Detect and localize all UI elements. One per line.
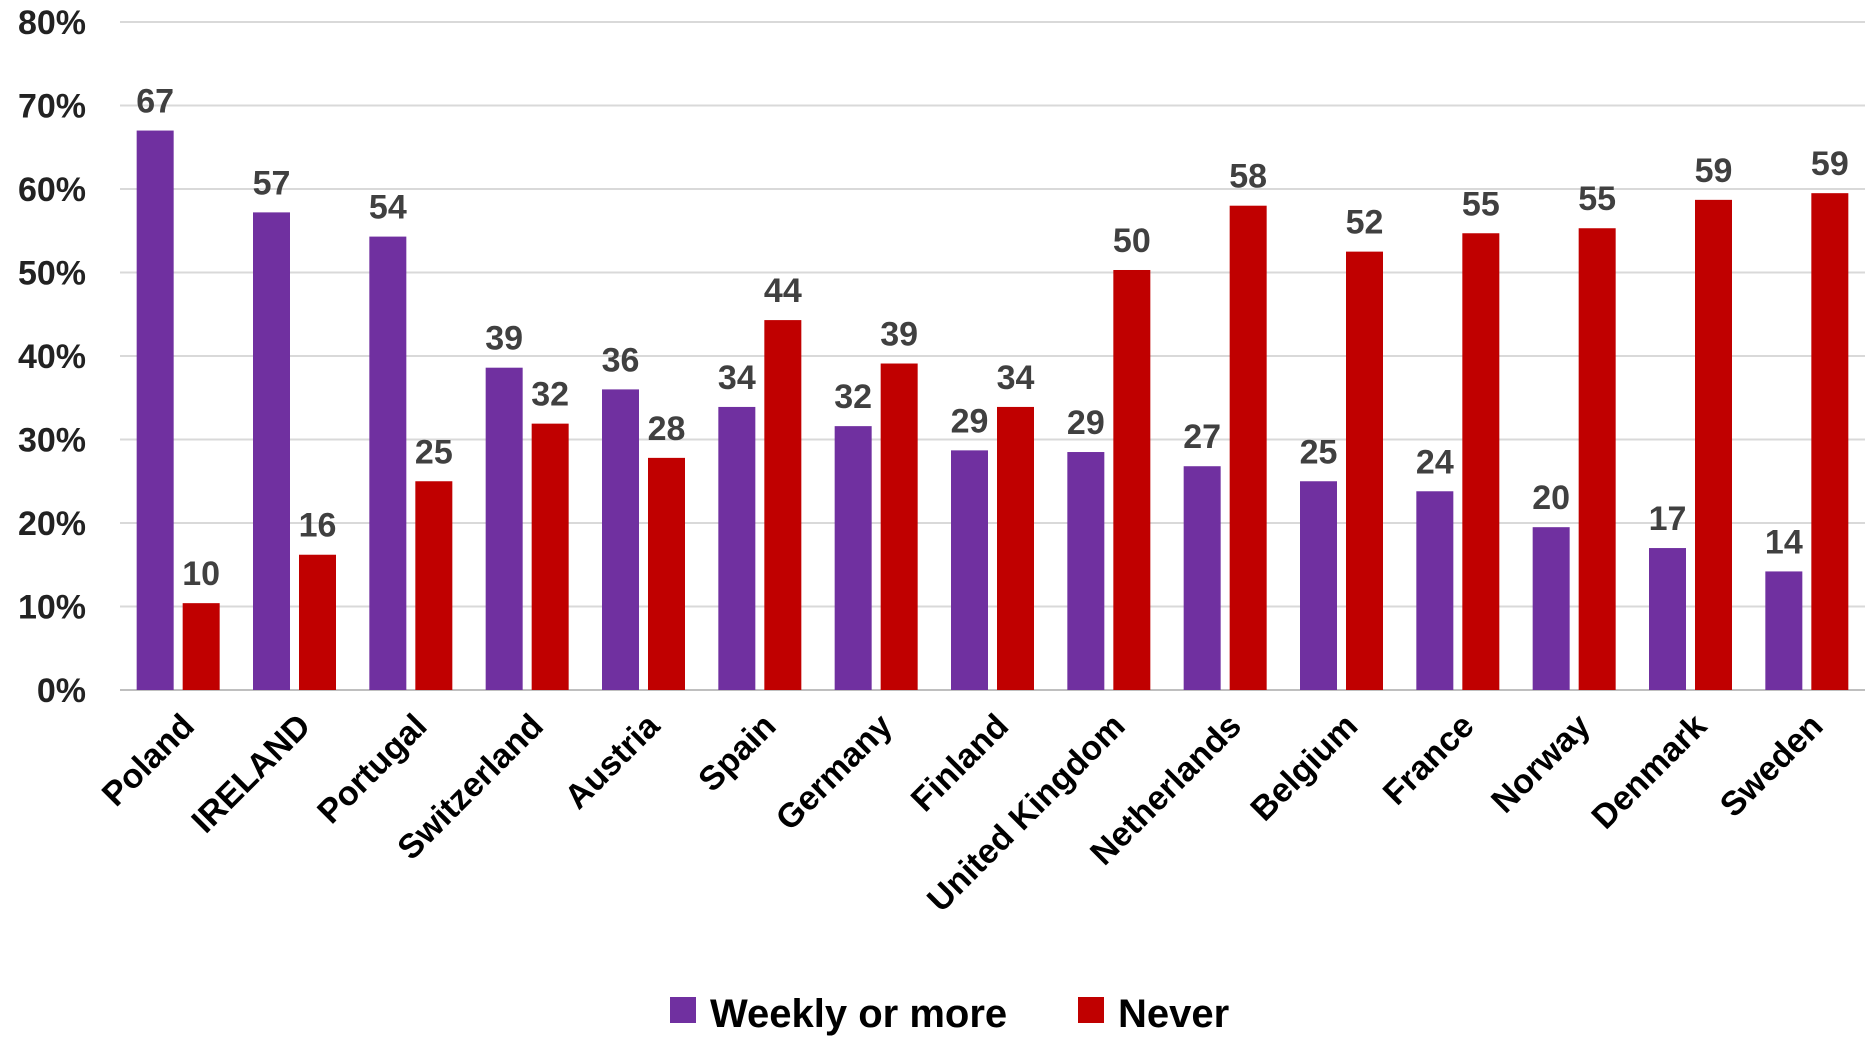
bar-weekly-or-more — [136, 130, 174, 691]
bar-never — [880, 363, 918, 690]
data-label: 25 — [1300, 433, 1338, 471]
bar-never — [1113, 269, 1151, 690]
legend-label-never: Never — [1118, 992, 1229, 1036]
bar-weekly-or-more — [1765, 571, 1803, 690]
data-label: 44 — [764, 272, 802, 310]
bar-never — [1346, 251, 1383, 690]
data-label: 24 — [1416, 443, 1454, 481]
data-label: 67 — [136, 83, 174, 121]
x-tick-label: Belgium — [1243, 707, 1365, 829]
data-label: 54 — [369, 189, 407, 227]
bars — [136, 130, 1849, 691]
bar-weekly-or-more — [834, 426, 872, 690]
bar-weekly-or-more — [1416, 491, 1454, 690]
data-label: 39 — [485, 320, 523, 358]
data-label: 20 — [1532, 479, 1570, 517]
data-label: 16 — [299, 507, 337, 545]
bar-never — [182, 603, 220, 690]
y-tick-label: 60% — [18, 171, 86, 209]
legend-swatch-never — [1078, 997, 1104, 1023]
bar-weekly-or-more — [485, 367, 523, 690]
x-tick-label: Finland — [904, 707, 1016, 819]
y-tick-label: 40% — [18, 338, 86, 376]
y-tick-label: 70% — [18, 88, 86, 126]
bar-never — [1695, 199, 1732, 691]
legend-label-weekly-or-more: Weekly or more — [710, 992, 1007, 1036]
bar-weekly-or-more — [253, 212, 290, 690]
bar-weekly-or-more — [951, 450, 988, 690]
bar-never — [1578, 228, 1616, 690]
bar-never — [764, 320, 802, 690]
bar-weekly-or-more — [1067, 452, 1105, 690]
x-tick-label: Austria — [557, 706, 667, 816]
data-label: 58 — [1229, 158, 1267, 196]
data-label: 52 — [1346, 204, 1384, 242]
bar-weekly-or-more — [1649, 548, 1686, 690]
data-label: 34 — [997, 359, 1035, 397]
bar-never — [1229, 205, 1267, 690]
data-label: 32 — [834, 378, 872, 416]
bar-weekly-or-more — [718, 406, 756, 690]
data-label: 29 — [951, 402, 989, 440]
data-label: 36 — [602, 341, 640, 379]
y-tick-label: 0% — [37, 672, 86, 710]
data-label: 59 — [1695, 152, 1733, 190]
data-label: 55 — [1462, 185, 1500, 223]
data-label: 27 — [1183, 418, 1221, 456]
bar-never — [1811, 193, 1849, 691]
bar-weekly-or-more — [1183, 466, 1221, 690]
x-tick-label: Portugal — [310, 707, 434, 831]
data-label: 25 — [415, 433, 453, 471]
x-tick-label: Poland — [95, 707, 202, 814]
data-label: 29 — [1067, 404, 1105, 442]
data-label: 34 — [718, 359, 756, 397]
legend-swatch-weekly-or-more — [670, 997, 696, 1023]
y-tick-label: 20% — [18, 505, 86, 543]
bar-never — [997, 406, 1034, 690]
x-tick-label: Norway — [1484, 707, 1598, 821]
bar-never — [415, 481, 453, 690]
data-label: 32 — [531, 376, 569, 414]
x-tick-label: IRELAND — [184, 707, 318, 841]
data-label: 17 — [1649, 500, 1687, 538]
data-label: 28 — [648, 410, 686, 448]
y-tick-label: 50% — [18, 255, 86, 293]
bar-never — [648, 457, 685, 690]
y-tick-label: 80% — [18, 4, 86, 42]
x-tick-label: Denmark — [1584, 707, 1714, 837]
bar-weekly-or-more — [1532, 527, 1570, 690]
data-label: 59 — [1811, 145, 1849, 183]
data-label: 10 — [182, 555, 220, 593]
x-tick-label: Spain — [691, 707, 783, 799]
gridlines — [120, 21, 1865, 691]
data-label: 39 — [880, 316, 918, 354]
y-tick-label: 30% — [18, 422, 86, 460]
data-labels: 6710571654253932362834443239293429502758… — [136, 83, 1848, 594]
bar-weekly-or-more — [1300, 481, 1337, 690]
y-axis-tick-labels: 0% 10% 20% 30% 40% 50% 60% 70% 80% — [18, 4, 86, 710]
data-label: 55 — [1578, 180, 1616, 218]
y-tick-label: 10% — [18, 589, 86, 627]
legend: Weekly or more Never — [670, 992, 1229, 1036]
bar-never — [531, 423, 569, 690]
data-label: 50 — [1113, 222, 1151, 260]
x-tick-label: France — [1376, 707, 1482, 813]
x-tick-label: United Kingdom — [920, 707, 1133, 920]
data-label: 14 — [1765, 523, 1803, 561]
bar-weekly-or-more — [602, 389, 639, 690]
x-tick-label: Germany — [769, 707, 900, 838]
x-tick-label: Sweden — [1713, 707, 1831, 825]
bar-weekly-or-more — [369, 236, 407, 690]
bar-never — [1462, 233, 1500, 690]
bar-never — [299, 554, 336, 690]
data-label: 57 — [253, 164, 291, 202]
